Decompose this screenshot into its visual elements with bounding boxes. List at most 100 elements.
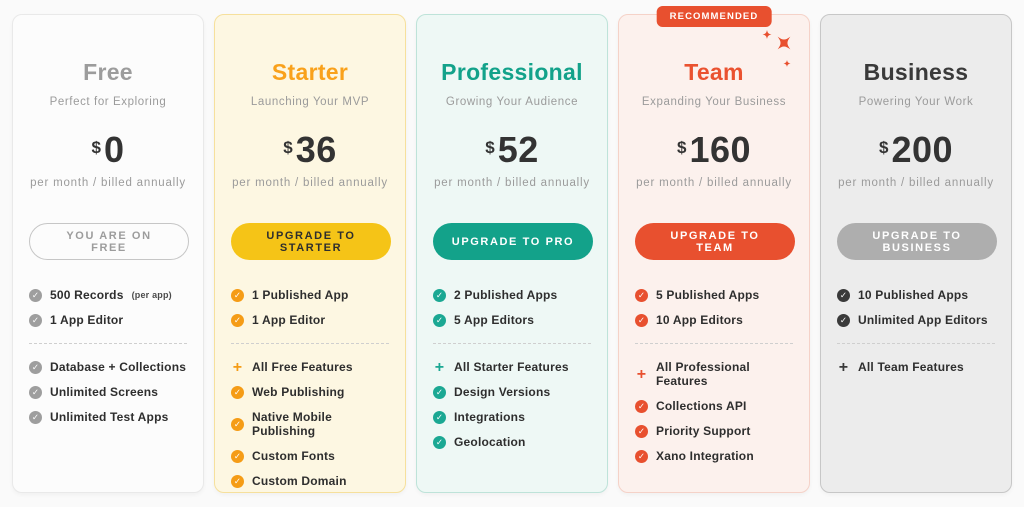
dashed-divider: [29, 343, 187, 344]
plan-card-starter: Starter Launching Your MVP $36 per month…: [214, 14, 406, 493]
feature-label: Design Versions: [454, 385, 551, 399]
check-icon: [231, 474, 244, 488]
features-list-bottom: All Free Features Web Publishing Native …: [231, 360, 389, 488]
check-icon: [29, 360, 42, 374]
feature-item: All Team Features: [837, 360, 995, 374]
current-plan-button[interactable]: YOU ARE ON FREE: [29, 223, 189, 260]
plan-header: Professional Growing Your Audience $52 p…: [433, 59, 591, 189]
plan-name: Business: [863, 59, 969, 85]
plan-header: Free Perfect for Exploring $0 per month …: [29, 59, 187, 189]
dashed-divider: [231, 343, 389, 344]
check-icon: [29, 410, 42, 424]
feature-item: Priority Support: [635, 424, 793, 438]
feature-label: Unlimited App Editors: [858, 313, 988, 327]
feature-item: All Free Features: [231, 360, 389, 374]
feature-item: 5 Published Apps: [635, 288, 793, 302]
price-amount: 52: [497, 129, 539, 170]
features-list-top: 5 Published Apps 10 App Editors: [635, 288, 793, 327]
feature-label: All Professional Features: [656, 360, 750, 388]
feature-label: 1 App Editor: [50, 313, 124, 327]
currency-symbol: $: [91, 138, 101, 157]
plan-tagline: Powering Your Work: [858, 96, 974, 108]
check-icon: [231, 288, 244, 302]
billing-note: per month / billed annually: [434, 177, 590, 189]
dashed-divider: [837, 343, 995, 344]
feature-label: Unlimited Test Apps: [50, 410, 169, 424]
price-amount: 0: [103, 129, 125, 170]
features-list-top: 500 Records (per app) 1 App Editor: [29, 288, 187, 327]
plan-price: $160: [635, 132, 793, 168]
pricing-plans-row: Free Perfect for Exploring $0 per month …: [0, 0, 1024, 493]
feature-label: 1 Published App: [252, 288, 349, 302]
feature-item: 10 Published Apps: [837, 288, 995, 302]
upgrade-pro-button[interactable]: UPGRADE TO PRO: [433, 223, 593, 260]
feature-label: Custom Domain: [252, 474, 347, 488]
feature-item: Geolocation: [433, 435, 591, 449]
check-icon: [231, 313, 244, 327]
plan-tagline: Expanding Your Business: [641, 96, 787, 108]
upgrade-team-button[interactable]: UPGRADE TO TEAM: [635, 223, 795, 260]
plan-tagline: Growing Your Audience: [445, 96, 579, 108]
feature-item: Unlimited App Editors: [837, 313, 995, 327]
feature-label: 2 Published Apps: [454, 288, 558, 302]
check-icon: [433, 385, 446, 399]
upgrade-starter-button[interactable]: UPGRADE TO STARTER: [231, 223, 391, 260]
check-icon: [433, 410, 446, 424]
check-icon: [231, 449, 244, 463]
plan-price: $36: [231, 132, 389, 168]
plus-icon: [231, 361, 244, 374]
feature-item: 1 App Editor: [231, 313, 389, 327]
plan-price: $52: [433, 132, 591, 168]
feature-item: 500 Records (per app): [29, 288, 187, 302]
feature-item: 2 Published Apps: [433, 288, 591, 302]
plan-card-free: Free Perfect for Exploring $0 per month …: [12, 14, 204, 493]
feature-label: Geolocation: [454, 435, 526, 449]
features-list-bottom: All Starter Features Design Versions Int…: [433, 360, 591, 449]
feature-label: Xano Integration: [656, 449, 754, 463]
price-amount: 160: [689, 129, 752, 170]
features-list-top: 1 Published App 1 App Editor: [231, 288, 389, 327]
billing-note: per month / billed annually: [838, 177, 994, 189]
plan-card-professional: Professional Growing Your Audience $52 p…: [416, 14, 608, 493]
check-icon: [635, 313, 648, 327]
check-icon: [635, 424, 648, 438]
feature-item: Design Versions: [433, 385, 591, 399]
plan-header: Business Powering Your Work $200 per mon…: [837, 59, 995, 189]
billing-note: per month / billed annually: [636, 177, 792, 189]
plus-icon: [837, 361, 850, 374]
feature-item: Xano Integration: [635, 449, 793, 463]
plus-icon: [635, 368, 648, 381]
check-icon: [433, 313, 446, 327]
check-icon: [635, 399, 648, 413]
price-amount: 200: [891, 129, 954, 170]
feature-label: All Free Features: [252, 360, 353, 374]
check-icon: [29, 313, 42, 327]
feature-item: Web Publishing: [231, 385, 389, 399]
feature-item: Custom Fonts: [231, 449, 389, 463]
feature-item: Custom Domain: [231, 474, 389, 488]
feature-item: All Professional Features: [635, 360, 793, 388]
plan-name: Starter: [271, 59, 349, 85]
feature-label: Collections API: [656, 399, 747, 413]
check-icon: [635, 449, 648, 463]
feature-label: Unlimited Screens: [50, 385, 159, 399]
features-list-top: 10 Published Apps Unlimited App Editors: [837, 288, 995, 327]
plan-header: Team Expanding Your Business $160 per mo…: [635, 59, 793, 189]
currency-symbol: $: [485, 138, 495, 157]
recommended-badge: RECOMMENDED: [656, 6, 772, 27]
check-icon: [231, 385, 244, 399]
check-icon: [635, 288, 648, 302]
feature-item: Integrations: [433, 410, 591, 424]
check-icon: [837, 288, 850, 302]
feature-label: Native Mobile Publishing: [252, 410, 332, 438]
feature-item: 10 App Editors: [635, 313, 793, 327]
upgrade-business-button[interactable]: UPGRADE TO BUSINESS: [837, 223, 997, 260]
feature-item: Unlimited Test Apps: [29, 410, 187, 424]
feature-item: Unlimited Screens: [29, 385, 187, 399]
check-icon: [29, 288, 42, 302]
feature-item: Collections API: [635, 399, 793, 413]
price-amount: 36: [295, 129, 337, 170]
plan-card-team: RECOMMENDED Team Expanding Your Business…: [618, 6, 810, 493]
check-icon: [29, 385, 42, 399]
billing-note: per month / billed annually: [30, 177, 186, 189]
